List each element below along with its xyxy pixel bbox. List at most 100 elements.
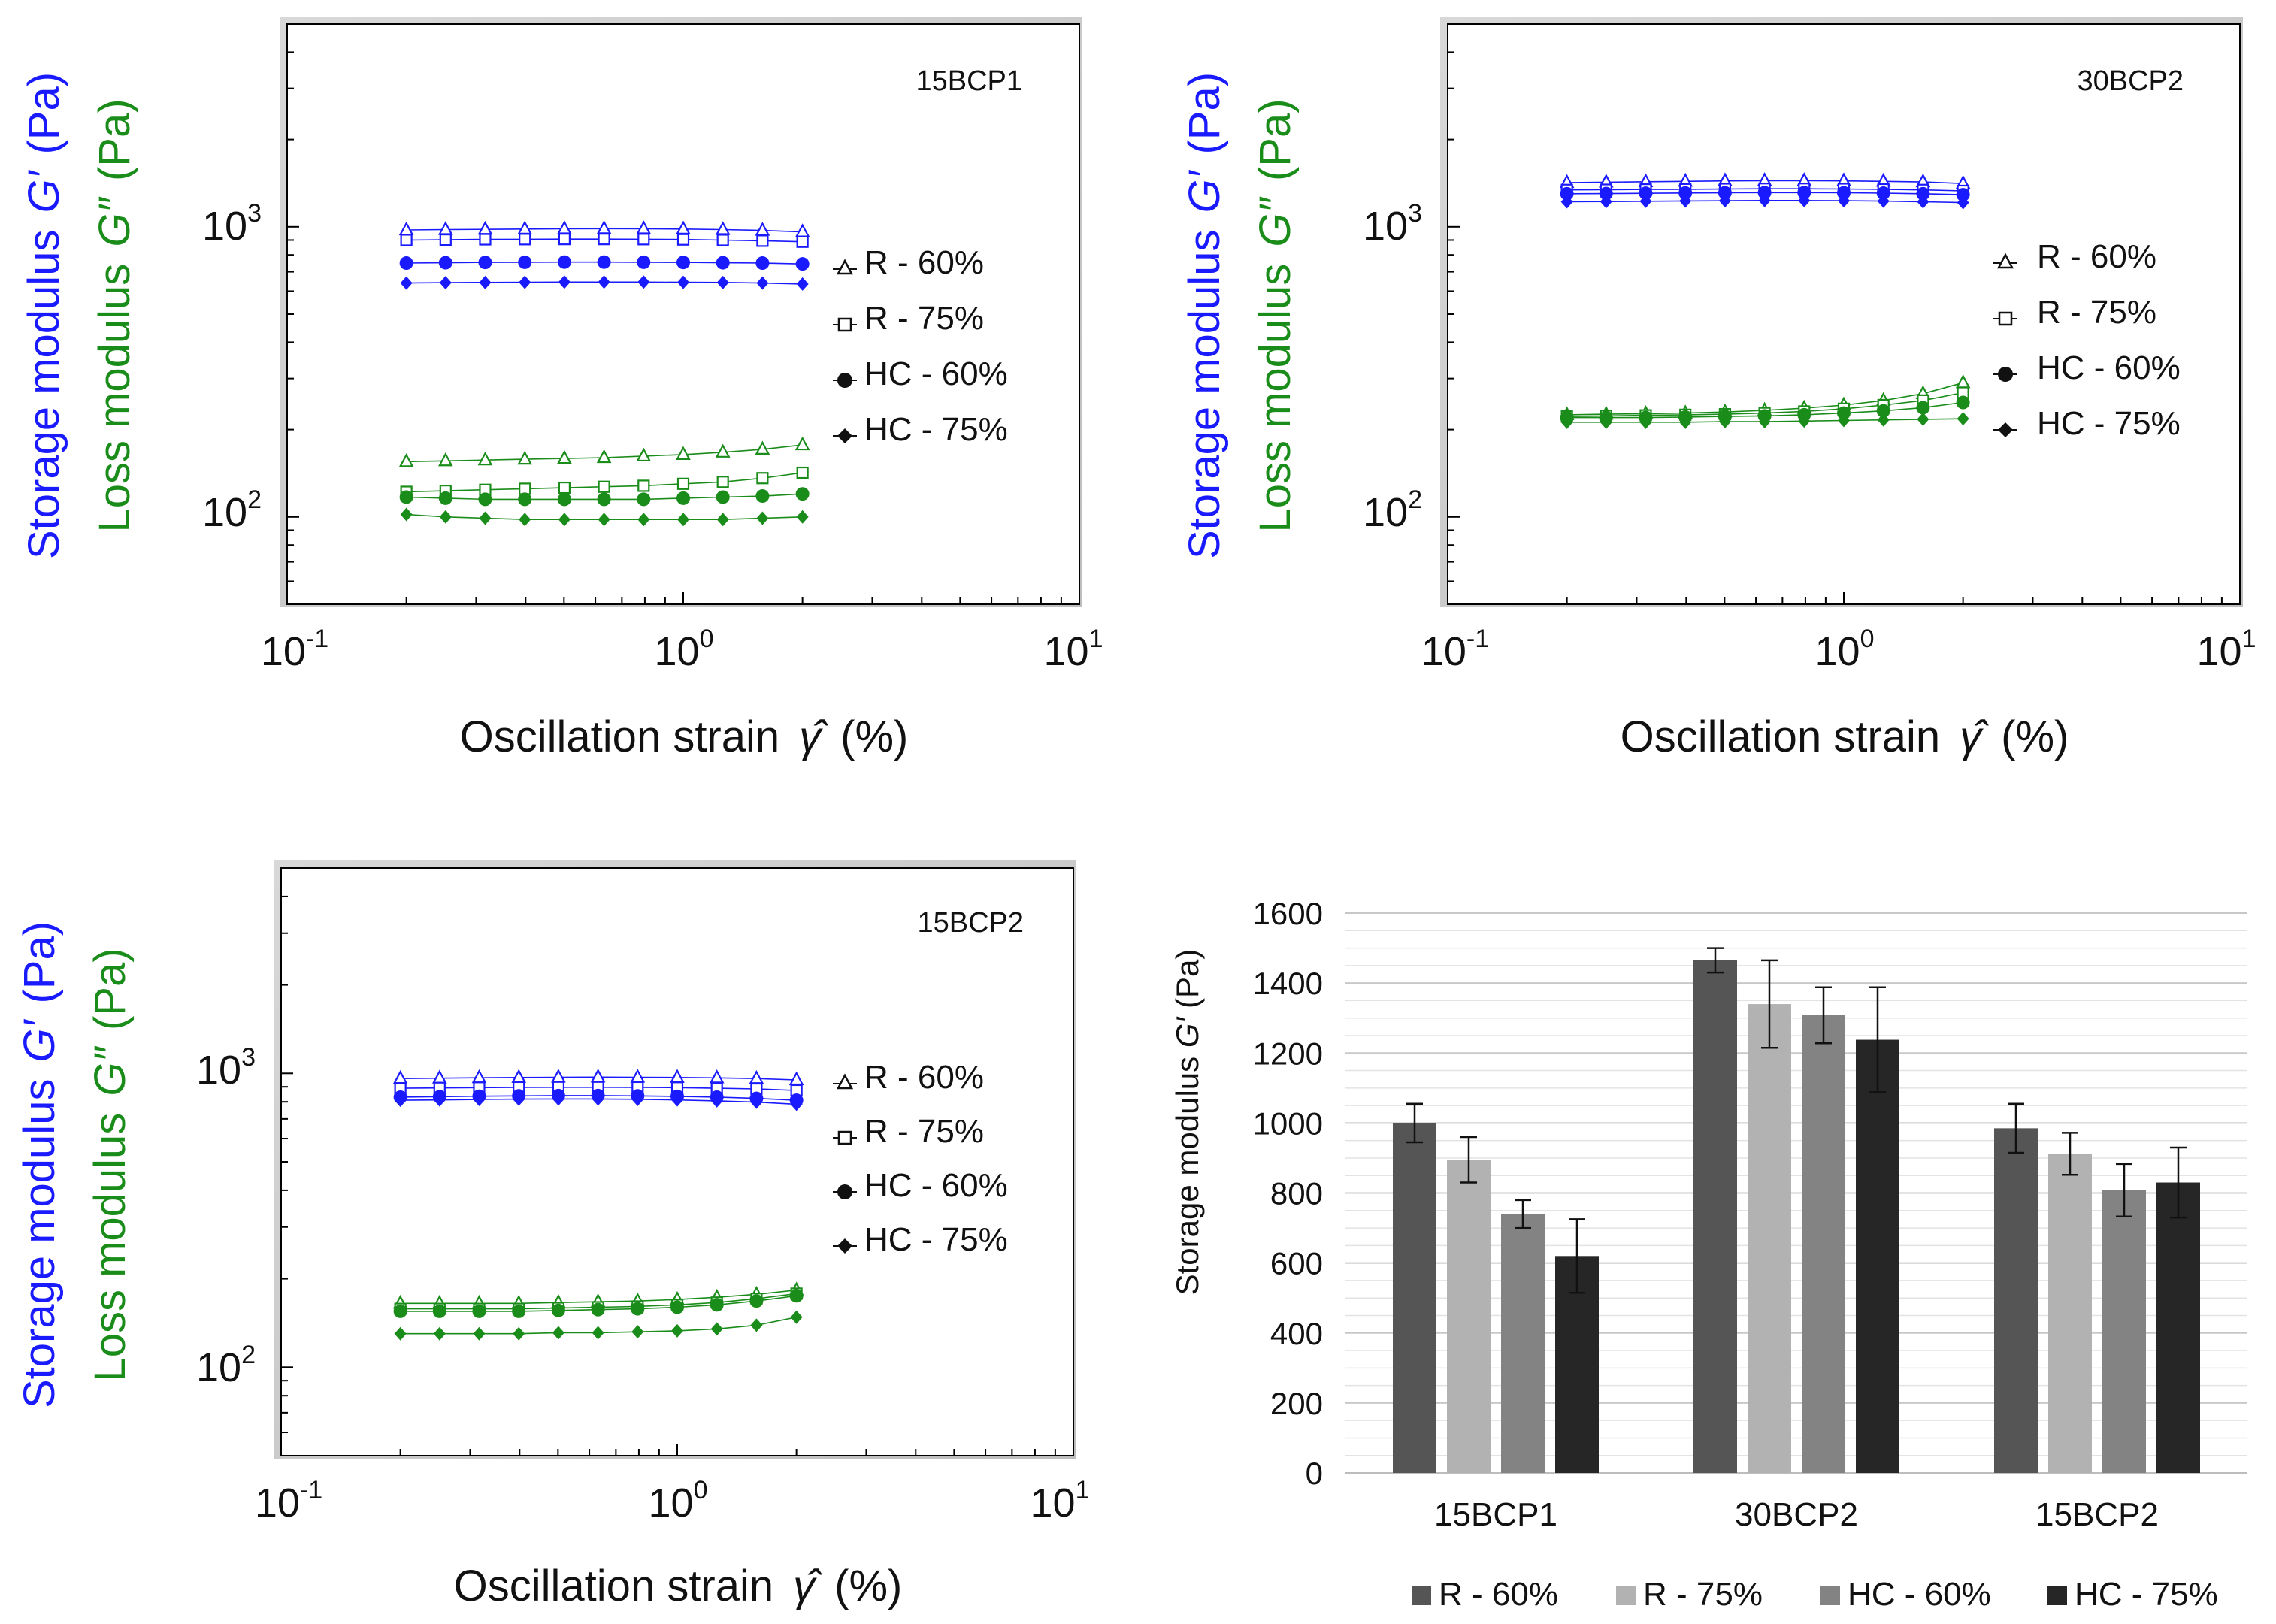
legend-item: HC - 60% [833, 1167, 1008, 1204]
y-tick-label: 200 [1270, 1386, 1323, 1421]
data-point [1718, 415, 1731, 429]
legend-item: HC - 75% [833, 1221, 1008, 1258]
data-point [756, 511, 769, 525]
data-point [558, 481, 571, 494]
legend-label: R - 75% [1643, 1576, 1763, 1613]
x-tick-label: 100 [1815, 624, 1875, 674]
legend-swatch [1412, 1586, 1431, 1605]
data-point [1956, 395, 1970, 410]
data-point [558, 513, 571, 527]
data-point [1876, 186, 1890, 201]
data-point [394, 1093, 407, 1108]
data-point [637, 233, 650, 246]
data-point [750, 1095, 763, 1109]
y-tick-label: 1000 [1253, 1105, 1323, 1141]
data-point [1757, 186, 1772, 200]
legend-item: R - 60% [833, 244, 984, 281]
data-point [756, 234, 769, 247]
data-point [394, 1326, 407, 1341]
data-point [710, 1093, 723, 1108]
legend-label: R - 75% [2037, 294, 2156, 331]
legend-item: R - 75% [833, 300, 984, 337]
data-point [755, 256, 770, 271]
data-point [1917, 412, 1929, 426]
bar [1501, 1214, 1545, 1473]
data-point [513, 1326, 525, 1341]
diamond-filled-icon [1998, 422, 2013, 437]
data-point [716, 490, 730, 504]
category-label: 30BCP2 [1735, 1496, 1858, 1533]
circle-filled-icon [1998, 367, 2013, 382]
data-point [598, 480, 610, 493]
data-point [438, 256, 452, 270]
triangle-open-icon [1996, 253, 2014, 269]
y-tick-label: 1200 [1253, 1036, 1323, 1071]
legend-item: R - 60% [1412, 1576, 1558, 1613]
data-point [637, 255, 651, 269]
data-point [1718, 186, 1732, 200]
data-point [400, 507, 413, 522]
legend: R - 60% R - 75% HC - 60% HC - 75% [1412, 1576, 2218, 1613]
bar [1748, 1004, 1791, 1473]
legend-label: HC - 60% [864, 1167, 1008, 1204]
legend-label: R - 75% [864, 300, 984, 337]
data-point [598, 233, 610, 246]
x-tick-label: 100 [655, 624, 714, 674]
data-point [676, 491, 690, 505]
data-point [1758, 193, 1771, 207]
data-point [636, 447, 652, 462]
data-point [519, 233, 531, 246]
data-point [433, 1093, 446, 1107]
data-point [716, 513, 729, 527]
y-axis-label: Storage modulus G′ (Pa) [1170, 949, 1205, 1296]
data-point [1837, 186, 1851, 200]
data-point [676, 256, 690, 270]
legend-item: HC - 75% [1993, 405, 2181, 442]
legend: R - 60% R - 75% HC - 60% HC - 75% [1993, 238, 2181, 442]
x-tick-label: 10-1 [1421, 624, 1489, 674]
data-point [676, 477, 690, 490]
data-point [432, 1304, 446, 1318]
square-open-icon [837, 317, 852, 332]
data-point [479, 511, 492, 525]
x-tick-label: 101 [2197, 624, 2256, 674]
data-point [439, 510, 452, 524]
legend-label: HC - 75% [2075, 1576, 2218, 1613]
data-point [400, 276, 413, 290]
data-point [478, 492, 492, 507]
y-tick-label: 102 [1363, 485, 1422, 535]
data-point [557, 449, 572, 464]
diamond-filled-icon [837, 1238, 852, 1254]
data-point [794, 436, 810, 451]
legend-label: HC - 75% [2037, 405, 2181, 442]
plot-area [280, 867, 1074, 1456]
data-point [1560, 186, 1574, 201]
data-point [1956, 188, 1970, 202]
data-point [439, 276, 452, 290]
data-point [671, 1323, 683, 1338]
data-point [592, 1326, 604, 1340]
data-point [1957, 195, 1969, 210]
x-axis-label: Oscillation strain γ̂ (%) [1621, 712, 2069, 761]
bar [2102, 1190, 2146, 1473]
data-point [473, 1093, 486, 1107]
data-point [715, 443, 731, 458]
legend-item: R - 75% [833, 1113, 984, 1150]
data-point [631, 1302, 645, 1316]
data-point [796, 510, 809, 524]
data-point [676, 446, 691, 460]
y-axis-label-storage: Storage modulusG′(Pa) [1180, 72, 1229, 559]
data-point [637, 275, 650, 289]
plot-area [286, 23, 1080, 605]
data-point [1837, 406, 1851, 420]
y-tick-label: 102 [196, 1341, 256, 1390]
data-point [755, 489, 770, 504]
data-point [631, 1092, 644, 1106]
data-point [671, 1093, 683, 1107]
data-point [710, 1322, 723, 1336]
y-axis-label-loss: Loss modulusG″(Pa) [90, 98, 139, 532]
y-tick-label: 0 [1306, 1456, 1323, 1491]
triangle-open-icon [836, 259, 854, 275]
legend-item: R - 60% [1993, 238, 2156, 275]
data-point [1639, 415, 1652, 429]
